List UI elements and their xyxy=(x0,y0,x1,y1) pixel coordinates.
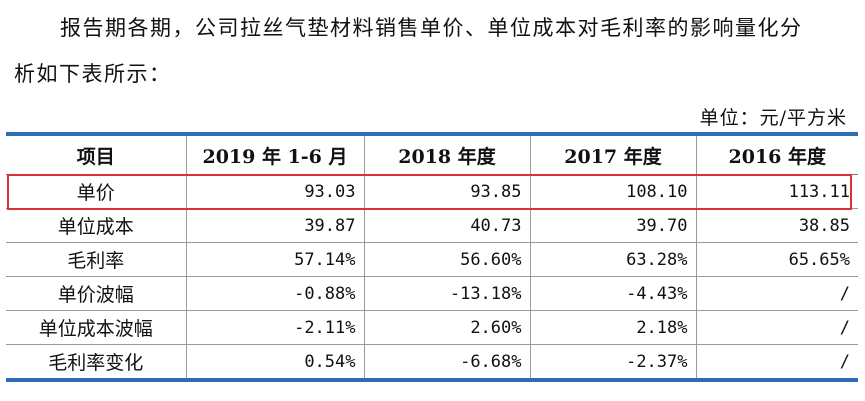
header-2017: 2017 年度 xyxy=(529,136,696,175)
cell-value: 93.03 xyxy=(185,174,364,209)
table-header-row: 项目 2019 年 1-6 月 2018 年度 2017 年度 2016 年度 xyxy=(6,136,858,175)
table-row: 单位成本波幅 -2.11% 2.60% 2.18% / xyxy=(6,310,858,345)
data-table-container: 项目 2019 年 1-6 月 2018 年度 2017 年度 2016 年度 … xyxy=(6,132,858,382)
header-2018: 2018 年度 xyxy=(363,136,530,175)
cell-value: 65.65% xyxy=(695,242,858,277)
unit-label: 单位：元/平方米 xyxy=(699,107,847,129)
cell-value: 108.10 xyxy=(529,174,696,209)
cell-value: -6.68% xyxy=(363,344,530,378)
cell-value: 38.85 xyxy=(695,208,858,243)
row-label: 毛利率 xyxy=(6,242,186,277)
header-2016: 2016 年度 xyxy=(695,136,858,175)
cell-value: 57.14% xyxy=(185,242,364,277)
header-2019h1: 2019 年 1-6 月 xyxy=(185,136,364,175)
table-row: 单价 93.03 93.85 108.10 113.11 xyxy=(6,174,858,209)
cell-value: 56.60% xyxy=(363,242,530,277)
row-label: 单位成本 xyxy=(6,208,186,243)
data-table: 项目 2019 年 1-6 月 2018 年度 2017 年度 2016 年度 … xyxy=(6,136,858,378)
table-top-rule xyxy=(6,132,858,136)
header-item: 项目 xyxy=(6,136,186,175)
cell-value: 93.85 xyxy=(363,174,530,209)
cell-value: 2.60% xyxy=(363,310,530,345)
cell-value: -0.88% xyxy=(185,276,364,311)
cell-value: 39.87 xyxy=(185,208,364,243)
row-label: 单价波幅 xyxy=(6,276,186,311)
table-row: 毛利率变化 0.54% -6.68% -2.37% / xyxy=(6,344,858,378)
table-row: 单位成本 39.87 40.73 39.70 38.85 xyxy=(6,208,858,243)
paragraph-line-1: 报告期各期，公司拉丝气垫材料销售单价、单位成本对毛利率的影响量化分 xyxy=(60,16,803,40)
cell-value: 40.73 xyxy=(363,208,530,243)
row-label: 单位成本波幅 xyxy=(6,310,186,345)
cell-value: / xyxy=(695,344,858,378)
cell-value: 2.18% xyxy=(529,310,696,345)
table-bottom-rule xyxy=(6,378,858,382)
table-row: 毛利率 57.14% 56.60% 63.28% 65.65% xyxy=(6,242,858,277)
row-label: 单价 xyxy=(6,174,186,209)
cell-value: 39.70 xyxy=(529,208,696,243)
cell-value: -2.37% xyxy=(529,344,696,378)
cell-value: -2.11% xyxy=(185,310,364,345)
cell-value: -4.43% xyxy=(529,276,696,311)
row-label: 毛利率变化 xyxy=(48,352,144,374)
cell-value: 63.28% xyxy=(529,242,696,277)
table-row: 单价波幅 -0.88% -13.18% -4.43% / xyxy=(6,276,858,311)
cell-value: -13.18% xyxy=(363,276,530,311)
cell-value: / xyxy=(695,310,858,345)
cell-value: / xyxy=(695,276,858,311)
cell-value: 113.11 xyxy=(695,174,858,209)
paragraph-line-2: 析如下表所示： xyxy=(14,62,172,86)
cell-value: 0.54% xyxy=(185,344,364,378)
